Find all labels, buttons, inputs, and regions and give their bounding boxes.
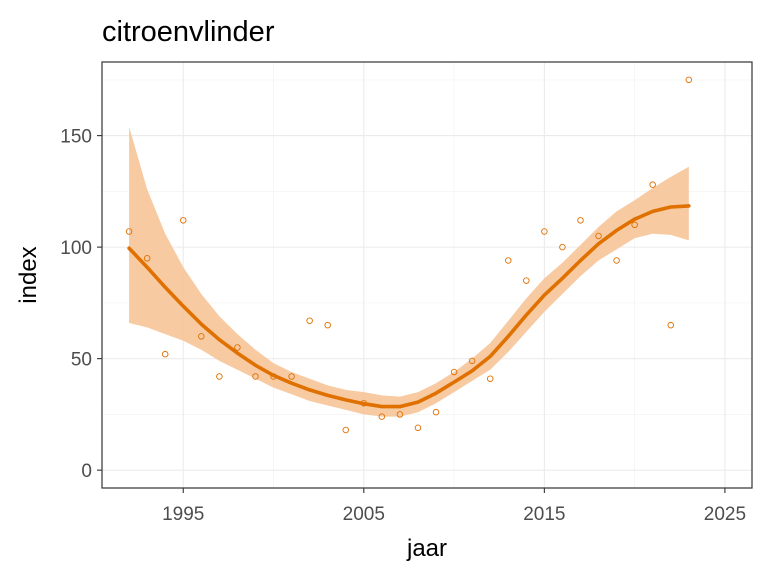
data-point [685,76,693,84]
data-point [595,232,602,240]
panel-border [101,61,753,489]
y-tick-label: 100 [60,238,92,259]
data-point [414,424,422,432]
data-point [234,344,241,351]
data-point [450,368,458,376]
data-point [342,426,350,434]
data-point [468,357,476,365]
data-points [125,76,693,434]
data-point [432,408,440,416]
x-tick-label: 2015 [523,504,565,525]
y-axis-title: index [15,246,42,303]
x-axis: 1995 2005 2015 2025 [162,488,746,525]
data-point [324,321,331,329]
data-point [577,217,584,224]
data-point [216,373,223,380]
confidence-band [129,126,689,417]
y-axis: 0 50 100 150 [60,127,102,482]
data-point [649,181,656,188]
data-point [378,413,386,420]
data-point [252,373,259,380]
y-tick-label: 0 [81,461,92,482]
data-point [541,228,548,235]
data-point [505,257,512,264]
x-tick-label: 1995 [162,504,204,525]
x-tick-label: 2025 [704,504,746,525]
data-point [613,257,620,264]
x-axis-title: jaar [406,535,447,562]
data-point [179,217,187,224]
trend-line [127,204,691,409]
data-point [125,228,133,235]
data-point [288,373,295,380]
y-tick-label: 150 [60,127,92,148]
data-point [667,321,675,329]
data-point [631,221,638,229]
data-point [559,243,566,251]
data-point [143,255,151,262]
y-tick-label: 50 [71,350,92,371]
data-point [396,411,404,418]
data-point [523,277,530,284]
grid [102,62,752,488]
data-point [486,375,494,382]
chart-title: citroenvlinder [102,16,275,48]
data-point [306,317,313,324]
x-tick-label: 2005 [343,504,385,525]
data-point [161,350,169,358]
data-point [198,333,205,340]
